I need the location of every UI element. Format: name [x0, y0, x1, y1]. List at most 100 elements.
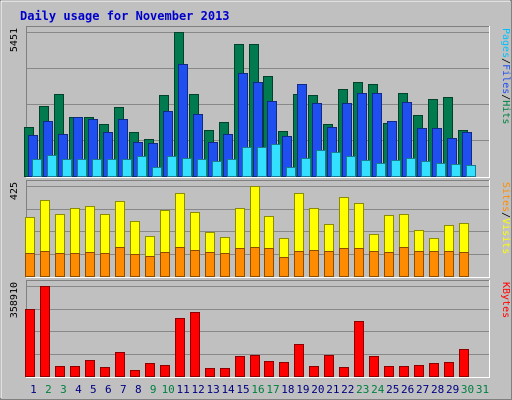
- bar-sites-2: [40, 251, 50, 277]
- bar-kbytes-19: [294, 344, 304, 377]
- legend-entry: Sites: [500, 182, 511, 212]
- bar-pages-27: [421, 161, 431, 177]
- bar-pages-9: [152, 167, 162, 177]
- bar-sites-25: [384, 252, 394, 277]
- x-tick-label: 2: [45, 383, 52, 396]
- x-tick-label: 28: [431, 383, 444, 396]
- panel-hits-files-pages: 5451 Pages/Files/Hits: [9, 26, 511, 178]
- bar-kbytes-7: [115, 352, 125, 377]
- x-tick-label: 11: [177, 383, 190, 396]
- bar-kbytes-21: [324, 355, 334, 377]
- bar-pages-4: [77, 159, 87, 177]
- bar-pages-17: [271, 144, 281, 177]
- bar-kbytes-12: [190, 312, 200, 377]
- legend-entry: Hits: [500, 100, 511, 124]
- x-tick-label: 16: [251, 383, 264, 396]
- x-tick-label: 9: [150, 383, 157, 396]
- bar-pages-3: [62, 159, 72, 177]
- x-tick-label: 22: [341, 383, 354, 396]
- bar-sites-21: [324, 251, 334, 277]
- bar-sites-19: [294, 251, 304, 277]
- bar-pages-22: [346, 156, 356, 177]
- bar-pages-20: [316, 150, 326, 177]
- bar-sites-20: [309, 250, 319, 277]
- bar-kbytes-26: [399, 366, 409, 377]
- bar-sites-4: [70, 253, 80, 277]
- legend-entry: Visits: [500, 218, 511, 254]
- bar-sites-8: [130, 254, 140, 277]
- x-tick-label: 25: [386, 383, 399, 396]
- x-tick-label: 21: [326, 383, 339, 396]
- legend-entry: Pages: [500, 28, 511, 58]
- y-max-label: 358910: [9, 282, 20, 318]
- bar-sites-26: [399, 247, 409, 277]
- bar-kbytes-9: [145, 363, 155, 377]
- bar-sites-17: [264, 248, 274, 277]
- bar-pages-7: [122, 159, 132, 177]
- x-tick-label: 24: [371, 383, 385, 396]
- bar-sites-11: [175, 247, 185, 277]
- bar-pages-24: [376, 163, 386, 177]
- x-tick-label: 10: [162, 383, 175, 396]
- bar-pages-13: [212, 161, 222, 177]
- bar-sites-28: [429, 251, 439, 277]
- x-tick-label: 27: [416, 383, 429, 396]
- bar-kbytes-20: [309, 366, 319, 377]
- x-tick-label: 23: [356, 383, 369, 396]
- bar-kbytes-27: [414, 365, 424, 377]
- x-tick-label: 17: [266, 383, 279, 396]
- x-tick-label: 26: [401, 383, 414, 396]
- bar-pages-28: [436, 163, 446, 177]
- bar-sites-1: [25, 253, 35, 277]
- bar-pages-16: [257, 147, 267, 177]
- legend: Sites/Visits: [500, 182, 511, 254]
- bar-sites-14: [220, 253, 230, 277]
- bar-pages-12: [197, 159, 207, 177]
- bar-kbytes-16: [250, 355, 260, 377]
- bar-kbytes-8: [130, 370, 140, 377]
- legend-separator: /: [500, 94, 511, 100]
- bar-kbytes-29: [444, 362, 454, 377]
- bar-sites-7: [115, 247, 125, 277]
- bar-sites-10: [160, 252, 170, 277]
- bar-pages-29: [451, 164, 461, 177]
- bar-kbytes-28: [429, 363, 439, 377]
- bar-kbytes-22: [339, 367, 349, 377]
- bar-pages-8: [137, 156, 147, 177]
- y-max-label: 425: [9, 182, 20, 200]
- bar-kbytes-10: [160, 365, 170, 377]
- bar-sites-12: [190, 250, 200, 277]
- bar-pages-18: [286, 167, 296, 177]
- x-tick-label: 13: [206, 383, 219, 396]
- bar-pages-1: [32, 159, 42, 177]
- bar-sites-30: [459, 252, 469, 277]
- x-tick-label: 29: [446, 383, 459, 396]
- bar-kbytes-24: [369, 356, 379, 377]
- bar-kbytes-4: [70, 366, 80, 377]
- bar-pages-6: [107, 159, 117, 177]
- bar-kbytes-17: [264, 361, 274, 377]
- x-tick-label: 4: [75, 383, 82, 396]
- x-tick-label: 8: [135, 383, 142, 396]
- bar-sites-24: [369, 251, 379, 277]
- legend-entry: Files: [500, 64, 511, 94]
- x-tick-label: 6: [105, 383, 112, 396]
- bar-sites-27: [414, 251, 424, 277]
- panel-visits-sites: 425 Sites/Visits: [9, 180, 511, 278]
- x-tick-label: 3: [60, 383, 67, 396]
- bar-kbytes-18: [279, 362, 289, 377]
- x-tick-label: 31: [476, 383, 489, 396]
- bar-sites-13: [205, 252, 215, 277]
- x-tick-label: 19: [296, 383, 309, 396]
- bar-kbytes-3: [55, 366, 65, 377]
- bar-kbytes-15: [235, 356, 245, 377]
- legend: Pages/Files/Hits: [500, 28, 511, 124]
- x-tick-label: 30: [461, 383, 474, 396]
- bar-sites-5: [85, 252, 95, 277]
- bar-pages-14: [227, 159, 237, 177]
- bar-sites-22: [339, 248, 349, 277]
- bar-pages-2: [47, 155, 57, 177]
- bar-sites-15: [235, 248, 245, 277]
- bar-sites-16: [250, 247, 260, 277]
